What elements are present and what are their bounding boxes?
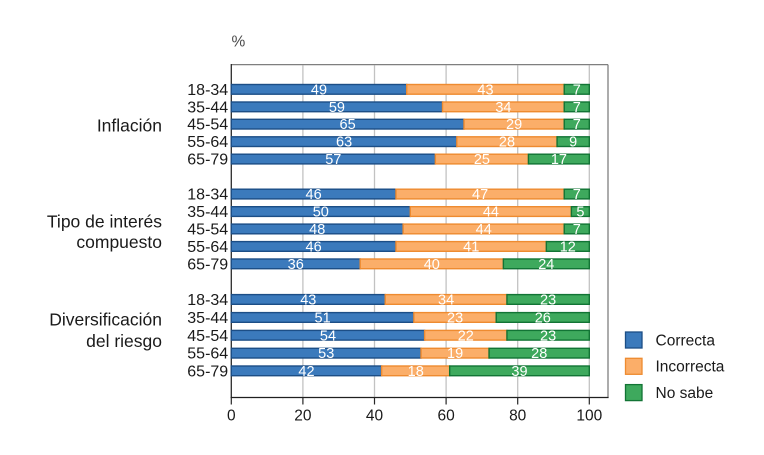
svg-text:17: 17 (551, 152, 567, 168)
svg-text:65-79: 65-79 (187, 363, 228, 380)
svg-text:24: 24 (538, 257, 554, 273)
svg-text:del riesgo: del riesgo (86, 331, 162, 351)
svg-text:23: 23 (540, 328, 556, 344)
svg-text:9: 9 (569, 135, 577, 151)
svg-text:48: 48 (309, 222, 325, 238)
svg-text:34: 34 (495, 100, 511, 116)
svg-text:45-54: 45-54 (187, 117, 228, 134)
svg-text:40: 40 (366, 408, 384, 425)
svg-text:0: 0 (227, 408, 236, 425)
svg-text:59: 59 (329, 100, 345, 116)
svg-text:54: 54 (320, 328, 336, 344)
svg-text:55-64: 55-64 (187, 239, 228, 256)
svg-text:57: 57 (325, 152, 341, 168)
svg-text:22: 22 (458, 328, 474, 344)
svg-text:60: 60 (437, 408, 455, 425)
svg-text:35-44: 35-44 (187, 310, 228, 327)
svg-text:100: 100 (576, 408, 602, 425)
svg-text:36: 36 (288, 257, 304, 273)
svg-text:5: 5 (576, 205, 584, 221)
svg-text:%: % (232, 34, 246, 51)
svg-text:43: 43 (300, 293, 316, 309)
svg-text:7: 7 (573, 82, 581, 98)
svg-text:63: 63 (336, 135, 352, 151)
svg-text:46: 46 (306, 240, 322, 256)
svg-text:42: 42 (298, 364, 314, 380)
svg-text:65-79: 65-79 (187, 256, 228, 273)
svg-text:18-34: 18-34 (187, 187, 228, 204)
svg-text:47: 47 (472, 187, 488, 203)
svg-text:7: 7 (573, 100, 581, 116)
svg-text:65-79: 65-79 (187, 152, 228, 169)
svg-text:50: 50 (313, 205, 329, 221)
svg-text:23: 23 (447, 311, 463, 327)
svg-text:39: 39 (511, 364, 527, 380)
svg-text:40: 40 (424, 257, 440, 273)
svg-text:18-34: 18-34 (187, 82, 228, 99)
svg-text:Inflación: Inflación (97, 115, 162, 135)
svg-text:18-34: 18-34 (187, 292, 228, 309)
svg-text:51: 51 (315, 311, 331, 327)
svg-text:44: 44 (483, 205, 499, 221)
svg-text:45-54: 45-54 (187, 328, 228, 345)
svg-text:18: 18 (408, 364, 424, 380)
svg-text:34: 34 (438, 293, 454, 309)
svg-text:80: 80 (509, 408, 527, 425)
svg-text:25: 25 (474, 152, 490, 168)
svg-text:Diversificación: Diversificación (49, 310, 162, 330)
svg-text:20: 20 (294, 408, 312, 425)
svg-text:7: 7 (573, 187, 581, 203)
svg-text:19: 19 (447, 346, 463, 362)
svg-text:49: 49 (311, 82, 327, 98)
svg-text:46: 46 (306, 187, 322, 203)
svg-text:45-54: 45-54 (187, 222, 228, 239)
svg-text:35-44: 35-44 (187, 204, 228, 221)
svg-text:28: 28 (531, 346, 547, 362)
svg-text:28: 28 (499, 135, 515, 151)
svg-text:12: 12 (560, 240, 576, 256)
svg-text:Tipo de interés: Tipo de interés (47, 212, 162, 232)
svg-text:29: 29 (506, 117, 522, 133)
svg-text:43: 43 (477, 82, 493, 98)
svg-text:compuesto: compuesto (76, 232, 162, 252)
svg-text:44: 44 (476, 222, 492, 238)
svg-text:23: 23 (540, 293, 556, 309)
svg-text:Incorrecta: Incorrecta (656, 359, 725, 376)
svg-text:26: 26 (535, 311, 551, 327)
svg-text:7: 7 (573, 117, 581, 133)
svg-text:55-64: 55-64 (187, 346, 228, 363)
svg-text:53: 53 (318, 346, 334, 362)
svg-text:35-44: 35-44 (187, 99, 228, 116)
svg-text:7: 7 (573, 222, 581, 238)
svg-text:55-64: 55-64 (187, 134, 228, 151)
svg-text:No sabe: No sabe (656, 385, 714, 402)
svg-text:41: 41 (463, 240, 479, 256)
svg-text:Correcta: Correcta (656, 332, 716, 349)
svg-text:65: 65 (340, 117, 356, 133)
